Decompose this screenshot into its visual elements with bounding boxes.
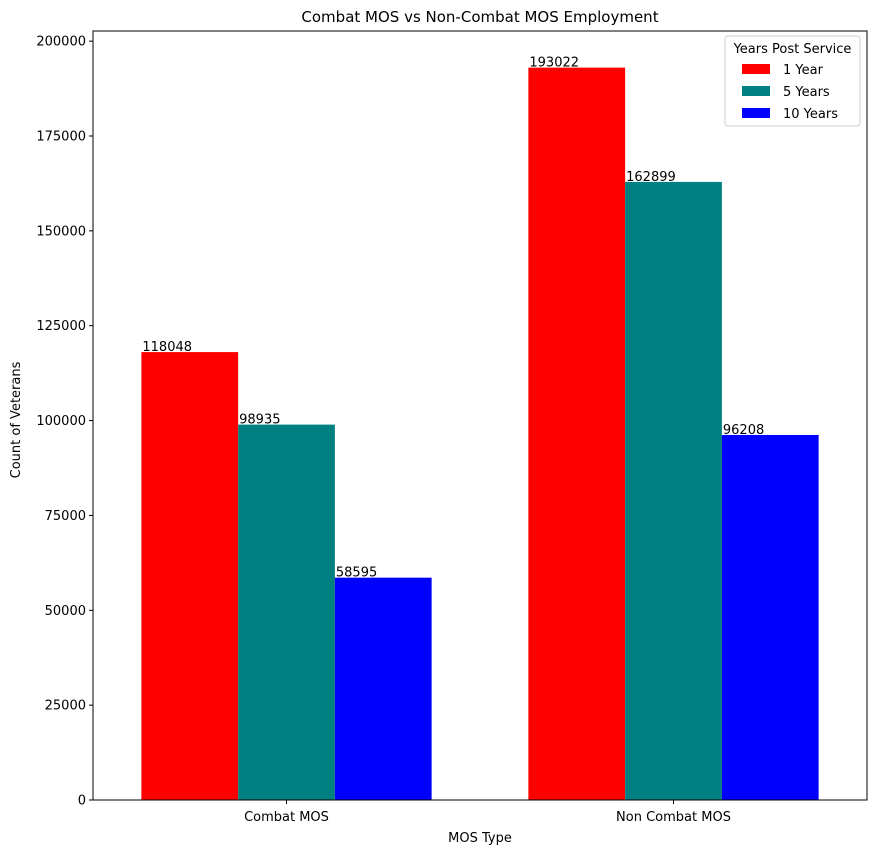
y-tick-label: 125000 (36, 319, 86, 334)
x-tick-label: Non Combat MOS (616, 810, 731, 825)
x-axis-label: MOS Type (448, 831, 512, 846)
bar-combat-mos-1-year (141, 352, 239, 800)
legend-title: Years Post Service (733, 42, 852, 57)
data-labels-layer: 118048 98935 58595 193022 162899 96208 (142, 56, 764, 581)
legend-entry-label: 5 Years (783, 85, 830, 100)
bars-layer (141, 67, 819, 801)
bar-non-combat-mos-1-year (528, 67, 626, 801)
y-tick-label: 150000 (36, 224, 86, 239)
legend-swatch (742, 64, 770, 74)
legend-entry-label: 1 Year (783, 63, 824, 78)
y-tick-label: 25000 (45, 699, 86, 714)
data-label: 98935 (239, 413, 280, 428)
y-tick-label: 0 (78, 794, 86, 809)
data-label: 193022 (529, 56, 579, 71)
bar-non-combat-mos-5-years (625, 181, 722, 800)
bar-combat-mos-10-years (334, 577, 432, 800)
plot-frame (92, 30, 868, 801)
bar-non-combat-mos-10-years (721, 434, 819, 800)
data-label: 162899 (626, 170, 676, 185)
axes-layer: Combat MOS Non Combat MOS 0 25000 50000 75000… (36, 30, 868, 825)
y-tick-label: 100000 (36, 414, 86, 429)
y-tick-label: 175000 (36, 129, 86, 144)
legend-swatch (742, 108, 770, 118)
chart-title: Combat MOS vs Non-Combat MOS Employment (301, 8, 658, 26)
data-label: 118048 (142, 340, 192, 355)
legend-swatch (742, 86, 770, 96)
data-label: 58595 (336, 566, 377, 581)
y-tick-label: 200000 (36, 35, 86, 50)
legend-box (724, 35, 861, 127)
data-label: 96208 (723, 423, 764, 438)
legend: Years Post Service 1 Year 5 Years 10 Years (724, 35, 861, 127)
y-tick-label: 50000 (45, 604, 86, 619)
legend-entry-label: 10 Years (783, 107, 838, 122)
y-tick-label: 75000 (45, 509, 86, 524)
y-axis-label: Count of Veterans (9, 361, 24, 478)
bar-combat-mos-5-years (238, 424, 335, 800)
x-tick-label: Combat MOS (244, 810, 329, 825)
